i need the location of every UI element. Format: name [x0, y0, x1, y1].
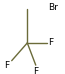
Text: Br: Br: [48, 3, 58, 12]
Text: F: F: [33, 67, 38, 74]
Text: F: F: [4, 61, 9, 70]
Text: F: F: [48, 38, 53, 47]
